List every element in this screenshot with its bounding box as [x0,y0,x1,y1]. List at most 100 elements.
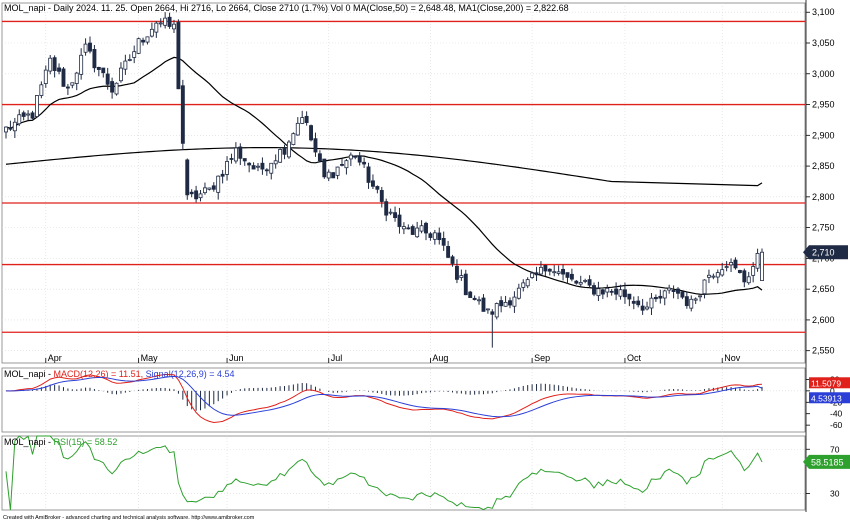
price-pane-title: MOL_napi - Daily 2024. 11. 25. Open 2664… [4,3,569,13]
pane-frame-1 [1,2,806,364]
candle-body [269,162,274,174]
price-tick-label: 3,000 [812,69,835,79]
candle-body [494,303,499,318]
macd-title-macd: MACD(12,26) = 11.51, [54,369,146,379]
candle-body [331,172,336,179]
candle-body [614,288,619,295]
candle-body [256,165,260,168]
candle-body [596,288,601,297]
month-label: Oct [627,353,642,363]
candle-body [751,266,756,276]
candle-body [211,185,216,190]
candle-body [565,272,570,278]
candle-body [508,300,512,306]
candle-body [326,171,331,179]
last-price-badge-label: 2,710 [812,248,835,258]
candle-body [145,36,150,43]
candle-body [105,73,110,85]
candle-body [503,302,508,307]
candle-body [317,153,322,162]
candle-body [671,290,676,292]
candle-body [335,166,340,176]
candle-body [441,238,446,246]
candle-body [450,256,455,264]
macd-value-badge-label: 11.5079 [811,378,841,388]
price-tick-label: 2,650 [812,284,835,294]
candle-body [552,271,557,274]
candle-body [304,115,309,123]
candle-body [534,272,539,276]
candle-body [141,39,146,43]
candle-body [676,288,680,294]
candle-body [627,293,632,300]
candle-body [88,42,92,52]
candle-body [92,49,97,69]
candle-body [587,279,592,286]
rsi-tick-label: 70 [830,444,840,454]
candle-body [17,114,22,125]
candle-body [149,28,154,37]
candle-body [180,85,185,144]
candle-body [57,67,62,72]
candle-body [667,287,672,291]
rsi-pane-title: MOL_napi - RSI(15) = 58.52 [4,437,117,447]
candle-body [746,276,751,284]
candle-body [446,245,451,258]
candle-body [340,164,344,166]
candle-body [300,117,305,124]
candle-body [499,300,504,307]
candle-body [4,126,8,133]
price-tick-label: 2,600 [812,315,835,325]
candle-body [516,287,521,299]
macd-title-prefix: MOL_napi - [4,369,54,379]
candle-body [127,59,132,61]
candle-body [35,95,39,117]
month-label: Jun [229,353,244,363]
candle-body [618,289,623,297]
candle-body [600,289,605,295]
candle-body [154,22,159,33]
macd-title-signal: Signal(12,26,9) = 4.54 [146,369,235,379]
candle-body [521,282,526,288]
candle-body [216,175,221,193]
candle-body [74,72,79,84]
month-label: Jul [331,353,343,363]
candle-body [83,43,88,53]
candle-body [202,187,207,194]
rsi-value-badge [803,454,850,469]
candle-body [645,306,649,310]
price-tick-label: 2,800 [812,192,835,202]
candle-body [609,290,614,293]
candle-body [649,297,654,309]
candle-body [623,289,627,298]
candle-body [569,273,574,280]
candle-body [698,295,703,298]
candle-body [79,54,84,75]
candle-body [260,162,265,170]
candle-body [636,300,641,306]
pane-frame-3 [1,435,806,511]
candle-body [437,232,442,241]
candle-body [322,158,327,178]
candle-body [459,275,464,278]
candle-body [485,308,490,311]
candle-body [424,222,428,234]
month-label: Aug [432,353,448,363]
candle-body [172,23,176,30]
candle-body [680,291,685,298]
candle-body [715,272,720,278]
candle-body [110,81,115,93]
candle-body [393,212,397,218]
candle-body [711,275,716,278]
candle-body [592,285,596,295]
candle-body [30,112,35,119]
candle-body [574,280,579,284]
candle-body [242,158,247,162]
candle-body [662,290,667,299]
rsi-line [5,435,763,511]
candle-body [693,298,698,301]
candle-body [295,122,300,136]
candle-body [357,155,362,163]
